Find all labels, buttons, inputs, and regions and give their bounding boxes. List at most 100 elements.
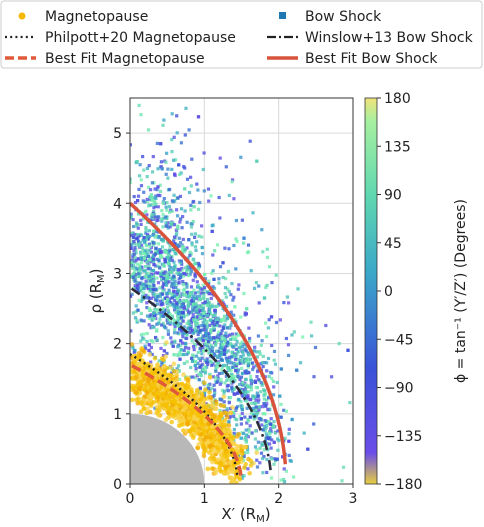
legend: Magnetopause Bow Shock Philpott+20 Magne… [0,0,483,69]
magnetopause-point [208,443,214,449]
magnetopause-point [254,450,259,456]
magnetopause-point [191,426,197,431]
bow-shock-point [150,317,155,321]
bow-shock-point [156,281,161,285]
bow-shock-point [176,214,180,218]
bow-shock-point [235,418,239,422]
bow-shock-point [181,274,186,278]
bow-shock-point [246,450,250,454]
bow-shock-point [166,308,170,312]
bow-shock-point [133,279,137,283]
colorbar: 180 135 90 45 0 −45 −90 −135 −180 ϕ = tan⁻¹ (Y′/… [364,91,469,493]
bow-shock-point [147,185,151,189]
bow-shock-point [174,286,178,290]
bow-shock-point [224,351,228,355]
magnetopause-point [135,362,140,367]
bow-shock-point [134,266,138,270]
bow-shock-point [227,290,231,294]
magnetopause-point [171,412,177,418]
bow-shock-point [214,318,218,322]
bow-shock-point [170,314,174,318]
bow-shock-point [232,295,236,299]
magnetopause-point [228,460,233,466]
bow-shock-point [218,409,222,413]
bow-shock-point [223,291,227,296]
bow-shock-point [274,273,278,277]
magnetopause-point [161,365,166,370]
bow-shock-point [179,141,183,145]
bow-shock-point [234,356,238,360]
bow-shock-point [239,155,243,159]
bow-shock-point [267,374,271,379]
bow-shock-point [268,442,272,446]
bow-shock-point [184,307,188,311]
bow-shock-point [241,353,246,357]
bow-shock-point [189,285,194,289]
bow-shock-point [145,314,150,318]
bow-shock-point [166,277,170,281]
bow-shock-point [203,365,207,369]
bow-shock-point [249,411,254,415]
bow-shock-point [185,220,189,224]
bow-shock-point [176,320,180,324]
bow-shock-point [155,338,159,342]
bow-shock-point [201,290,205,294]
bow-shock-point [167,271,171,275]
bow-shock-point [221,343,225,347]
bow-shock-point [176,196,180,200]
magnetopause-point [209,424,215,429]
bow-shock-point [159,237,164,242]
bow-shock-point [130,234,134,238]
magnetopause-point [243,461,248,467]
bow-shock-point [160,323,164,327]
bow-shock-point [240,411,244,416]
magnetopause-point [183,428,189,434]
bow-shock-point [170,284,174,288]
bow-shock-point [228,378,232,382]
bow-shock-point [193,363,197,368]
bow-shock-point [174,267,178,271]
bow-shock-point [235,352,239,356]
bow-shock-point [205,319,209,323]
bow-shock-point [212,277,216,281]
bow-shock-point [213,353,217,357]
bow-shock-point [159,310,163,314]
bow-shock-point [179,311,183,315]
bow-shock-point [172,322,176,326]
bow-shock-point [178,220,182,224]
winslow13-bow-shock-curve [130,286,272,471]
bow-shock-point [222,352,227,356]
magnetopause-point [138,409,144,414]
magnetopause-point [221,471,227,476]
bow-shock-point [175,282,179,286]
bow-shock-point [219,357,223,361]
colorbar-tick-label: −45 [384,332,414,348]
bow-shock-point [198,365,202,369]
bow-shock-point [292,330,296,334]
bow-shock-point [175,367,179,371]
bow-shock-point [187,273,191,278]
bow-shock-point [281,455,285,459]
bow-shock-point [201,302,205,306]
bow-shock-point [171,317,175,322]
bow-shock-point [197,265,201,269]
bow-shock-point [174,301,179,305]
bow-shock-point [195,309,199,313]
bow-shock-point [236,368,240,372]
bow-shock-point [199,313,203,317]
bow-shock-point [256,400,260,404]
bow-shock-point [199,338,203,343]
planet-disk [130,413,205,484]
bow-shock-point [218,156,222,160]
bow-shock-point [265,444,269,448]
bow-shock-point [265,361,269,365]
bow-shock-point [256,440,260,444]
bow-shock-point [154,310,158,314]
bow-shock-point [257,417,261,421]
bow-shock-point [290,333,294,337]
bow-shock-point [144,293,148,297]
magnetopause-point [242,465,247,471]
bow-shock-point [134,275,138,279]
bow-shock-point [249,401,253,405]
bow-shock-point [230,386,234,390]
